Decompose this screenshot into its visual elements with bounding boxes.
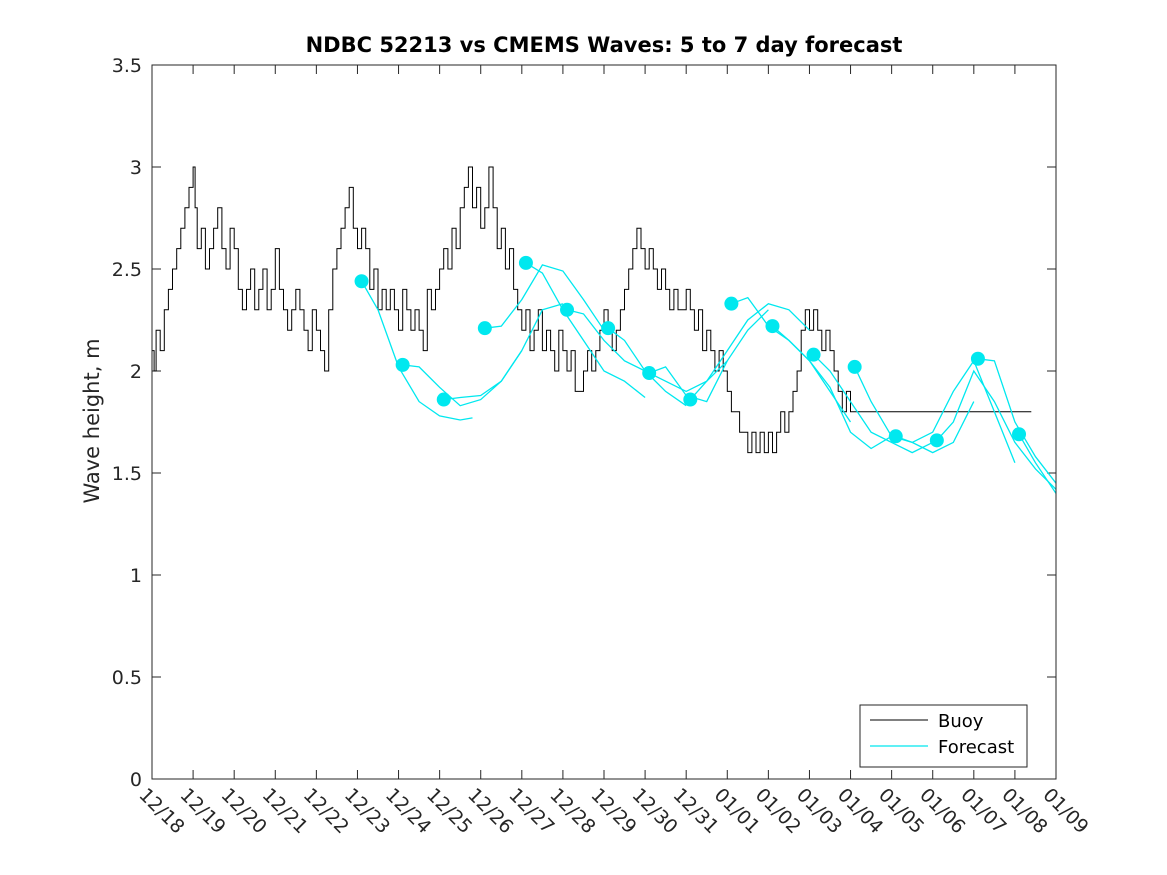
x-tick-label: 12/27	[504, 784, 558, 838]
forecast-line	[854, 366, 975, 454]
x-tick-label: 01/07	[956, 784, 1010, 838]
y-tick-label: 3	[130, 157, 142, 179]
forecast-line	[689, 302, 810, 401]
forecast-line	[484, 264, 605, 331]
forecast-start-marker	[642, 366, 657, 381]
forecast-line	[525, 262, 646, 399]
x-tick-label: 12/19	[176, 784, 230, 838]
forecast-line	[361, 280, 473, 421]
x-tick-label: 12/30	[628, 784, 682, 838]
forecast-start-marker	[395, 357, 410, 372]
x-tick-label: 01/06	[915, 784, 969, 838]
forecast-start-marker	[806, 347, 821, 362]
y-tick-label: 0	[130, 769, 142, 791]
x-tick-label: 12/25	[422, 784, 476, 838]
x-tick-label: 01/03	[792, 784, 846, 838]
forecast-start-marker	[847, 359, 862, 374]
y-tick-label: 3.5	[112, 55, 142, 77]
forecast-line	[772, 325, 892, 450]
forecast-start-marker	[1012, 427, 1027, 442]
forecast-start-marker	[354, 274, 369, 289]
forecast-start-marker	[601, 321, 616, 336]
x-tick-label: 01/01	[710, 784, 764, 838]
forecast-start-marker	[888, 429, 903, 444]
x-tick-label: 12/29	[586, 784, 640, 838]
chart-title: NDBC 52213 vs CMEMS Waves: 5 to 7 day fo…	[306, 33, 903, 57]
forecast-start-marker	[477, 321, 492, 336]
x-tick-label: 01/09	[1038, 784, 1092, 838]
forecast-line	[443, 303, 564, 401]
forecast-line	[895, 359, 1016, 464]
y-tick-label: 1	[130, 565, 142, 587]
legend-label-forecast: Forecast	[938, 737, 1014, 758]
buoy-line	[152, 166, 1032, 454]
forecast-start-marker	[436, 392, 451, 407]
forecast-line	[731, 296, 852, 423]
y-tick-labels: 0 0.5 1 1.5 2 2.5 3 3.5	[112, 55, 142, 791]
x-tick-label: 01/04	[833, 784, 887, 838]
x-tick-label: 12/20	[217, 784, 271, 838]
axes-box	[151, 64, 1057, 780]
x-tick-label: 12/23	[340, 784, 394, 838]
axis-ticks	[151, 64, 1057, 780]
x-tick-label: 12/26	[463, 784, 517, 838]
legend-box	[859, 704, 1028, 768]
x-tick-label: 01/05	[874, 784, 928, 838]
y-axis-label: Wave height, m	[80, 338, 104, 503]
forecast-start-marker	[724, 296, 739, 311]
x-tick-label: 12/22	[299, 784, 353, 838]
forecast-line	[813, 354, 933, 454]
x-tick-label: 01/02	[751, 784, 805, 838]
forecast-start-marker	[765, 319, 780, 334]
forecast-line	[566, 309, 687, 407]
forecast-start-marker	[683, 392, 698, 407]
x-tick-label: 01/08	[997, 784, 1051, 838]
forecast-line	[1018, 433, 1057, 494]
legend: Buoy Forecast	[859, 704, 1028, 768]
forecast-line	[648, 309, 769, 403]
x-tick-label: 12/24	[381, 784, 435, 838]
x-tick-label: 12/28	[545, 784, 599, 838]
y-tick-label: 2	[130, 361, 142, 383]
y-tick-label: 2.5	[112, 259, 142, 281]
forecast-line	[977, 358, 1057, 484]
forecast-line	[936, 369, 1057, 490]
x-tick-label: 12/31	[669, 784, 723, 838]
plot-area	[152, 166, 1057, 494]
forecast-start-marker	[560, 302, 575, 317]
y-tick-label: 0.5	[112, 667, 142, 689]
forecast-start-marker	[518, 255, 533, 270]
x-tick-labels: 12/1812/1912/2012/2112/2212/2312/2412/25…	[134, 784, 1092, 838]
x-tick-label: 12/21	[258, 784, 312, 838]
y-tick-label: 1.5	[112, 463, 142, 485]
x-tick-label: 12/18	[134, 784, 188, 838]
forecast-start-marker	[929, 433, 944, 448]
forecast-start-marker	[970, 351, 985, 366]
legend-label-buoy: Buoy	[938, 711, 984, 732]
